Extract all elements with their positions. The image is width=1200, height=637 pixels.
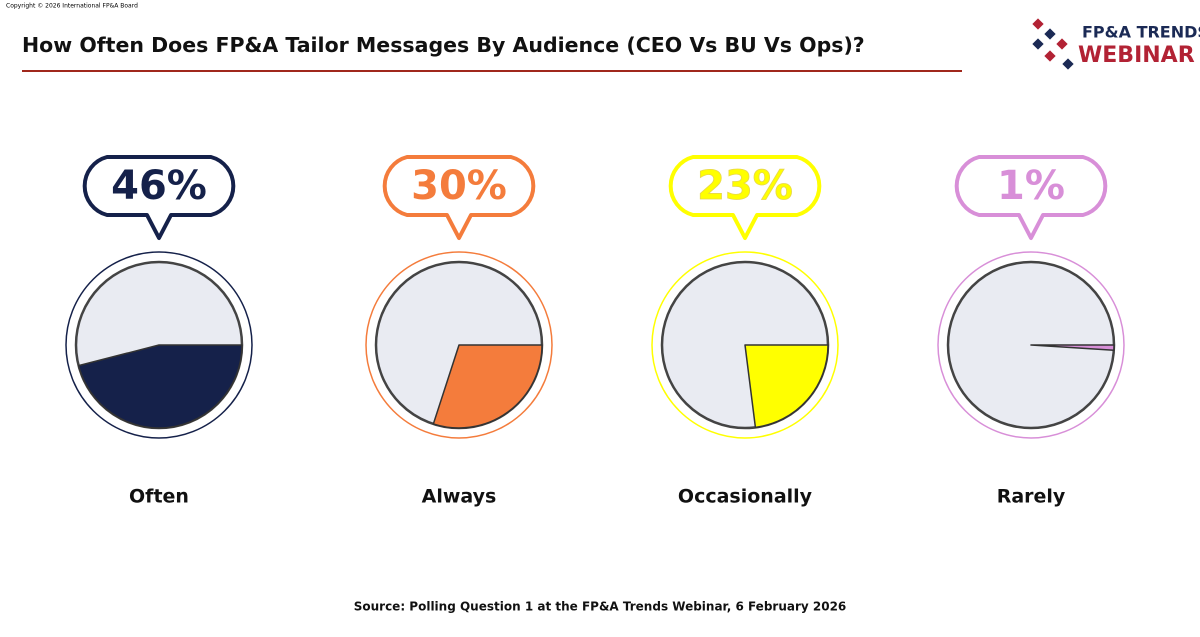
pie-slice [1030,344,1115,351]
pie-slice [77,344,243,429]
value-label: 30% [411,163,507,209]
category-label: Often [129,486,189,508]
logo-bottom: WEBINAR [1078,43,1195,68]
outer-ring [651,251,839,439]
pie-slice [432,344,543,429]
outer-ring [365,251,553,439]
category-label: Occasionally [678,486,813,508]
category-label: Rarely [997,486,1066,508]
outer-ring [65,251,253,439]
copyright: Copyright © 2026 International FP&A Boar… [6,3,138,10]
logo: FP&A TRENDS WEBINAR [1032,18,1200,70]
category-label: Always [422,486,497,508]
value-label: 46% [111,163,207,209]
outer-ring [937,251,1125,439]
callout-bubble [668,155,822,240]
pie-slice [744,344,829,429]
callout-bubble [382,155,536,240]
value-label: 1% [997,163,1065,209]
title: How Often Does FP&A Tailor Messages By A… [22,33,865,57]
source: Source: Polling Question 1 at the FP&A T… [354,600,847,614]
logo-top: FP&A TRENDS [1082,23,1200,42]
callout-bubble [82,155,236,240]
callout-bubble [954,155,1108,240]
value-label: 23% [697,163,793,209]
